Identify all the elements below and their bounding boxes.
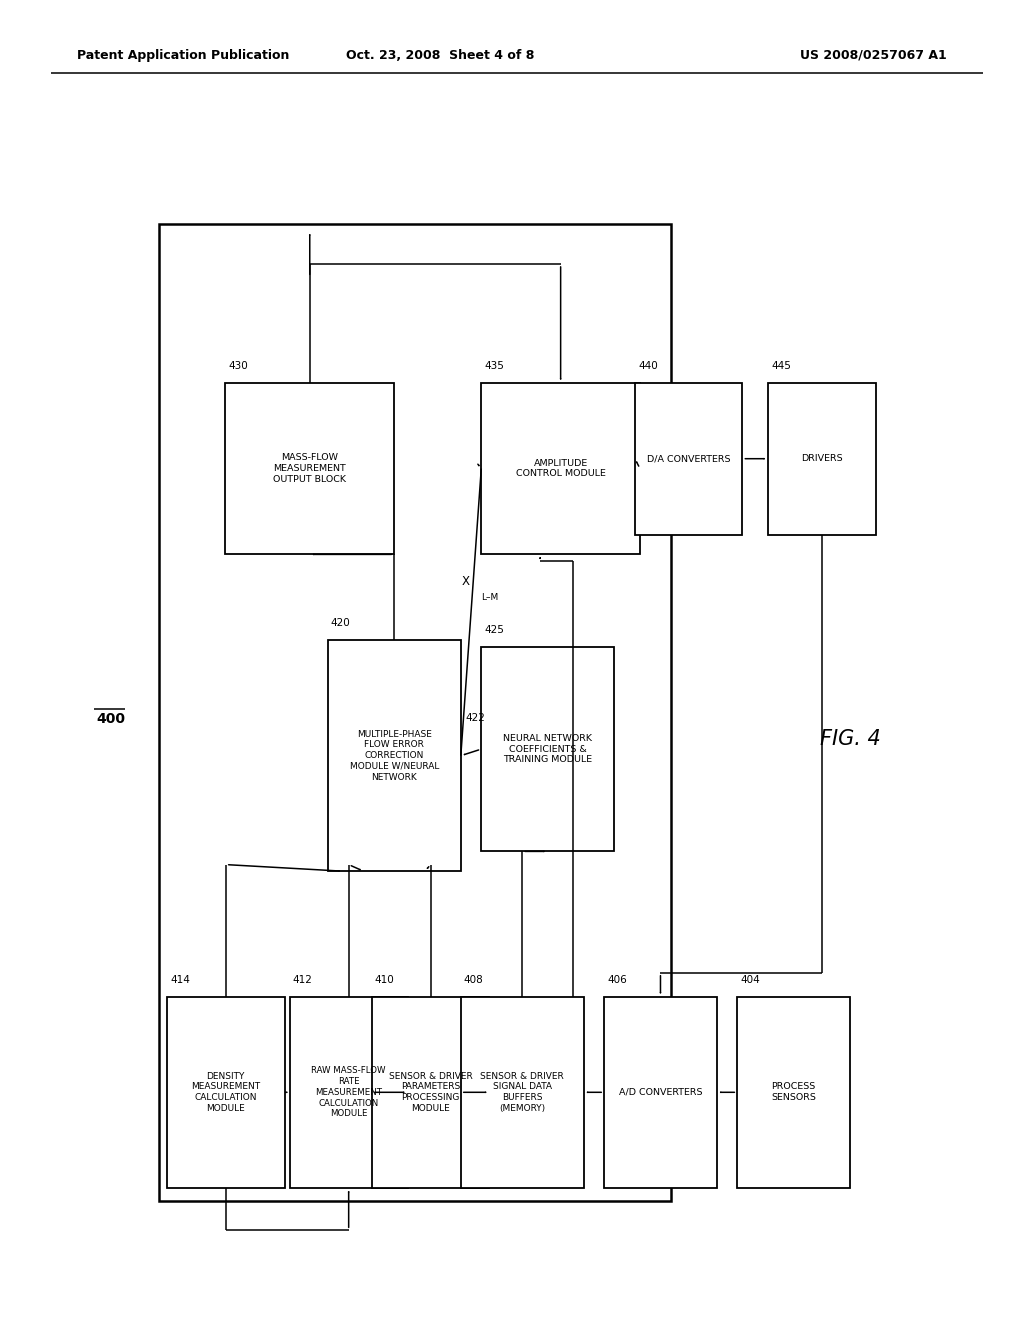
Text: A/D CONVERTERS: A/D CONVERTERS <box>618 1088 702 1097</box>
Text: MASS-FLOW
MEASUREMENT
OUTPUT BLOCK: MASS-FLOW MEASUREMENT OUTPUT BLOCK <box>273 453 346 484</box>
Text: L–M: L–M <box>481 593 499 602</box>
Text: NEURAL NETWORK
COEFFICIENTS &
TRAINING MODULE: NEURAL NETWORK COEFFICIENTS & TRAINING M… <box>503 734 593 764</box>
Text: 406: 406 <box>607 974 627 985</box>
Text: FIG. 4: FIG. 4 <box>819 729 881 750</box>
FancyBboxPatch shape <box>328 640 461 871</box>
FancyBboxPatch shape <box>372 997 489 1188</box>
Text: D/A CONVERTERS: D/A CONVERTERS <box>647 454 730 463</box>
Text: 430: 430 <box>228 360 248 371</box>
Text: 414: 414 <box>170 974 189 985</box>
FancyBboxPatch shape <box>159 224 671 1201</box>
FancyBboxPatch shape <box>167 997 285 1188</box>
Text: SENSOR & DRIVER
PARAMETERS
PROCESSING
MODULE: SENSOR & DRIVER PARAMETERS PROCESSING MO… <box>389 1072 472 1113</box>
Text: 404: 404 <box>740 974 760 985</box>
Text: US 2008/0257067 A1: US 2008/0257067 A1 <box>801 49 947 62</box>
FancyBboxPatch shape <box>604 997 717 1188</box>
Text: 422: 422 <box>466 713 485 722</box>
Text: 440: 440 <box>638 360 657 371</box>
Text: 412: 412 <box>293 974 312 985</box>
FancyBboxPatch shape <box>635 383 742 535</box>
FancyBboxPatch shape <box>768 383 876 535</box>
FancyBboxPatch shape <box>481 647 614 851</box>
FancyBboxPatch shape <box>737 997 850 1188</box>
Text: 408: 408 <box>464 974 483 985</box>
Text: DENSITY
MEASUREMENT
CALCULATION
MODULE: DENSITY MEASUREMENT CALCULATION MODULE <box>191 1072 260 1113</box>
FancyBboxPatch shape <box>225 383 394 554</box>
Text: AMPLITUDE
CONTROL MODULE: AMPLITUDE CONTROL MODULE <box>516 459 605 478</box>
Text: 400: 400 <box>96 713 125 726</box>
FancyBboxPatch shape <box>461 997 584 1188</box>
Text: 435: 435 <box>484 360 504 371</box>
Text: 410: 410 <box>375 974 394 985</box>
Text: X: X <box>462 576 470 589</box>
Text: DRIVERS: DRIVERS <box>801 454 843 463</box>
Text: 420: 420 <box>331 618 350 628</box>
FancyBboxPatch shape <box>290 997 408 1188</box>
Text: MULTIPLE-PHASE
FLOW ERROR
CORRECTION
MODULE W/NEURAL
NETWORK: MULTIPLE-PHASE FLOW ERROR CORRECTION MOD… <box>349 730 439 781</box>
Text: 445: 445 <box>771 360 791 371</box>
Text: PROCESS
SENSORS: PROCESS SENSORS <box>771 1082 816 1102</box>
Text: 425: 425 <box>484 624 504 635</box>
Text: RAW MASS-FLOW
RATE
MEASUREMENT
CALCULATION
MODULE: RAW MASS-FLOW RATE MEASUREMENT CALCULATI… <box>311 1067 386 1118</box>
Text: SENSOR & DRIVER
SIGNAL DATA
BUFFERS
(MEMORY): SENSOR & DRIVER SIGNAL DATA BUFFERS (MEM… <box>480 1072 564 1113</box>
Text: Oct. 23, 2008  Sheet 4 of 8: Oct. 23, 2008 Sheet 4 of 8 <box>346 49 535 62</box>
Text: Patent Application Publication: Patent Application Publication <box>77 49 289 62</box>
FancyBboxPatch shape <box>481 383 640 554</box>
